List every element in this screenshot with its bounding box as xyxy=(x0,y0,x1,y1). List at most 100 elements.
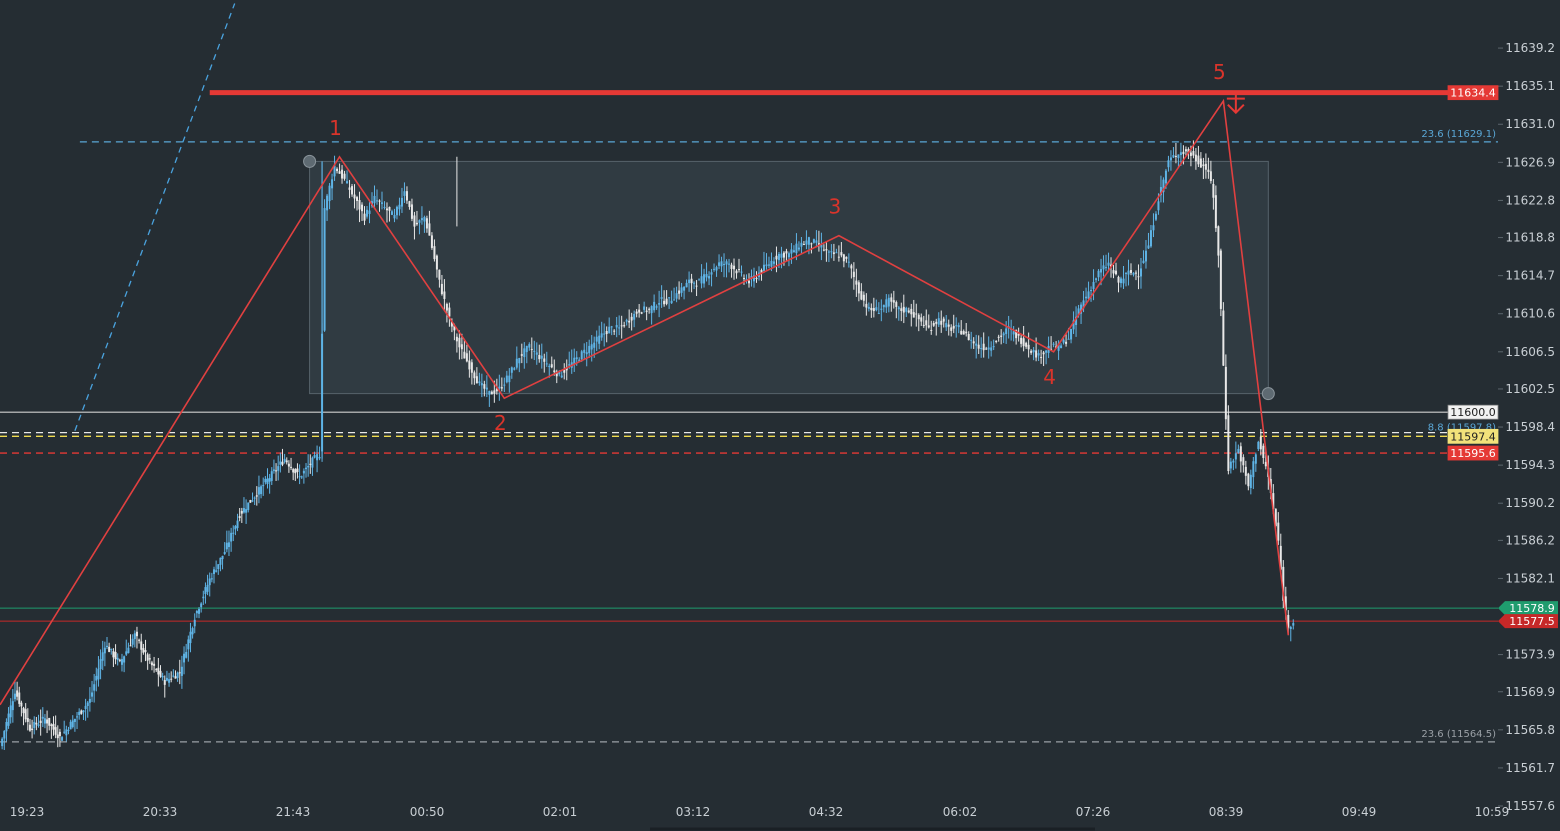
candle-body xyxy=(1060,345,1063,349)
candle-body xyxy=(375,200,378,202)
price-tick-label: 11586.2 xyxy=(1505,533,1555,547)
candle-body xyxy=(161,675,164,678)
candle-body xyxy=(800,242,803,247)
candle-body xyxy=(907,310,910,313)
candle-body xyxy=(108,646,111,652)
candle-body xyxy=(123,656,126,663)
candle-body xyxy=(1005,328,1008,334)
candle-body xyxy=(7,713,10,726)
candle-body xyxy=(550,364,553,368)
candle-body xyxy=(230,532,233,542)
candle-body xyxy=(465,353,468,362)
candle-body xyxy=(363,213,366,221)
candle-body xyxy=(897,307,900,310)
candle-body xyxy=(187,639,190,650)
candle-body xyxy=(316,454,319,461)
box-handle-bottom-right[interactable] xyxy=(1261,387,1275,401)
candle-body xyxy=(11,701,14,711)
candle-body xyxy=(395,206,398,216)
candle-body xyxy=(515,358,518,368)
candle-body xyxy=(865,303,868,308)
candle-body xyxy=(65,729,68,736)
candle-body xyxy=(142,648,145,653)
candle-body xyxy=(242,508,245,513)
time-axis[interactable]: 19:23 20:33 21:43 00:50 02:01 03:12 04:32 06:02… xyxy=(10,805,1510,831)
candle-body xyxy=(630,316,633,321)
candle-body xyxy=(206,584,209,592)
candle-body xyxy=(640,312,643,314)
candle-body xyxy=(660,297,663,299)
price-tag-shape xyxy=(1498,614,1558,629)
candle-body xyxy=(22,707,25,714)
candle-body xyxy=(493,390,496,394)
candle-body xyxy=(827,251,830,253)
candle-body xyxy=(1287,614,1290,628)
candle-body xyxy=(405,191,408,201)
candle-body xyxy=(568,364,571,366)
candle-body xyxy=(807,237,810,245)
candle-body xyxy=(1262,445,1265,458)
candle-body xyxy=(955,325,958,327)
candle-body xyxy=(1264,461,1267,467)
candle-body xyxy=(638,309,641,313)
candle-body xyxy=(296,468,299,473)
candle-body xyxy=(573,357,576,365)
candle-body xyxy=(945,323,948,328)
candle-body xyxy=(535,352,538,355)
candle-body xyxy=(805,240,808,245)
candle-body xyxy=(343,173,346,179)
candle-body xyxy=(740,271,743,273)
candle-body xyxy=(623,325,626,327)
candle-body xyxy=(120,659,123,665)
candle-body xyxy=(356,197,359,201)
price-tick-label: 11598.4 xyxy=(1505,420,1555,434)
candle-body xyxy=(483,384,486,389)
candle-body xyxy=(733,265,736,270)
candle-body xyxy=(400,197,403,207)
candle-body xyxy=(453,325,456,331)
candle-body xyxy=(775,255,778,260)
candle-body xyxy=(176,672,179,678)
time-tick-label: 19:23 xyxy=(10,805,45,819)
candle-body xyxy=(718,262,721,266)
candle-body xyxy=(920,317,923,322)
candle-body xyxy=(738,269,741,271)
candle-body xyxy=(266,478,269,485)
candle-body xyxy=(957,325,960,328)
candle-body xyxy=(1022,338,1025,347)
candle-body xyxy=(1129,270,1132,273)
candle-body xyxy=(1002,333,1005,336)
candle-body xyxy=(390,211,393,215)
candle-body xyxy=(663,300,666,305)
candle-body xyxy=(683,286,686,291)
candle-body xyxy=(97,668,100,680)
candle-body xyxy=(508,375,511,383)
candle-body xyxy=(292,469,295,473)
candle-body xyxy=(525,345,528,353)
candle-body xyxy=(510,367,513,373)
price-tick-label: 11618.8 xyxy=(1505,231,1555,245)
candle-body xyxy=(1020,337,1023,344)
candle-body xyxy=(41,716,44,719)
candle-body xyxy=(558,371,561,375)
candle-body xyxy=(725,261,728,265)
candle-body xyxy=(1154,213,1157,220)
candle-body xyxy=(770,260,773,267)
candle-body xyxy=(760,270,763,274)
candle-body xyxy=(912,312,915,318)
candle-body xyxy=(37,724,40,726)
candle-body xyxy=(54,727,57,735)
box-handle-top-left[interactable] xyxy=(303,154,317,168)
price-tick-label: 11561.7 xyxy=(1505,761,1555,775)
candle-body xyxy=(1289,627,1292,629)
time-tick-label: 08:39 xyxy=(1209,805,1244,819)
price-axis[interactable]: 11639.2 11635.1 11631.0 11626.9 11622.8 11618… xyxy=(1498,41,1555,813)
candle-body xyxy=(118,659,121,661)
candle-body xyxy=(1237,448,1240,454)
candle-body xyxy=(1070,328,1073,340)
candle-body xyxy=(1159,187,1162,196)
candle-body xyxy=(398,204,401,210)
candle-body xyxy=(475,376,478,384)
candle-body xyxy=(1082,300,1085,309)
